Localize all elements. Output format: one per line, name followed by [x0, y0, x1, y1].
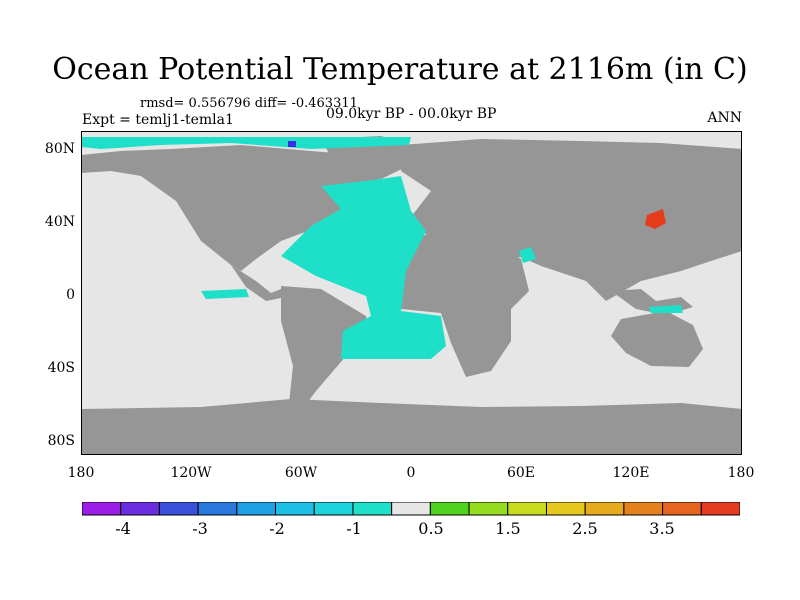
colorbar-swatch: [197, 502, 238, 516]
period-label: 09.0kyr BP - 00.0kyr BP: [326, 106, 497, 122]
colorbar-label: 3.5: [649, 519, 675, 538]
lon-label-60w: 60W: [284, 465, 318, 481]
colorbar-label: -4: [115, 519, 131, 538]
season-label: ANN: [707, 110, 742, 126]
experiment-label: Expt = temlj1-temla1: [82, 112, 234, 128]
colorbar-swatch: [545, 502, 586, 516]
cold-anomaly-spot: [288, 141, 296, 147]
warm-anomaly-spot: [645, 209, 666, 229]
lon-label-0: 0: [406, 465, 416, 481]
colorbar-swatch: [623, 502, 664, 516]
lat-label-0: 0: [66, 287, 75, 303]
plot-title: Ocean Potential Temperature at 2116m (in…: [52, 52, 748, 87]
colorbar-swatch: [120, 502, 160, 516]
colorbar-label: 1.5: [495, 519, 521, 538]
colorbar-swatch: [158, 502, 199, 516]
colorbar-label: -1: [346, 519, 362, 538]
colorbar-label: 0.5: [418, 519, 444, 538]
colorbar-swatch: [82, 502, 122, 516]
colorbar-swatch: [700, 502, 740, 516]
antarctica-land: [81, 399, 742, 455]
world-map: [81, 131, 742, 455]
map-frame: [81, 131, 742, 455]
lon-label-180e: 180: [727, 465, 755, 481]
colorbar-swatch: [313, 502, 354, 516]
pacific-anomaly-strip: [201, 289, 249, 299]
north-america-land: [81, 145, 381, 271]
lon-label-180w: 180: [67, 465, 95, 481]
colorbar-swatch: [236, 502, 277, 516]
colorbar-swatch: [352, 502, 393, 516]
colorbar: [82, 502, 740, 516]
colorbar-swatch: [584, 502, 625, 516]
maritime-anomaly-region: [649, 305, 683, 313]
colorbar-swatch: [429, 502, 470, 516]
lat-label-40s: 40S: [47, 360, 75, 376]
lat-label-80s: 80S: [47, 433, 75, 449]
lon-label-120w: 120W: [170, 465, 212, 481]
lon-label-120e: 120E: [612, 465, 650, 481]
colorbar-label: 2.5: [572, 519, 598, 538]
lon-label-60e: 60E: [506, 465, 536, 481]
red-sea-anomaly-region: [519, 247, 536, 263]
lat-label-40n: 40N: [44, 214, 75, 230]
australia-land: [611, 311, 703, 367]
arctic-anomaly-region: [81, 137, 411, 149]
colorbar-swatch: [468, 502, 509, 516]
colorbar-swatch: [507, 502, 547, 516]
colorbar-swatch: [275, 502, 315, 516]
lat-label-80n: 80N: [44, 141, 75, 157]
colorbar-swatch: [391, 502, 431, 516]
atlantic-anomaly-region: [281, 176, 446, 359]
stats-text: rmsd= 0.556796 diff= -0.463311: [140, 96, 358, 111]
colorbar-label: -3: [192, 519, 208, 538]
colorbar-swatch: [662, 502, 702, 516]
colorbar-label: -2: [269, 519, 285, 538]
central-america-land: [231, 265, 286, 301]
south-america-land: [281, 286, 371, 411]
africa-land: [385, 233, 529, 377]
